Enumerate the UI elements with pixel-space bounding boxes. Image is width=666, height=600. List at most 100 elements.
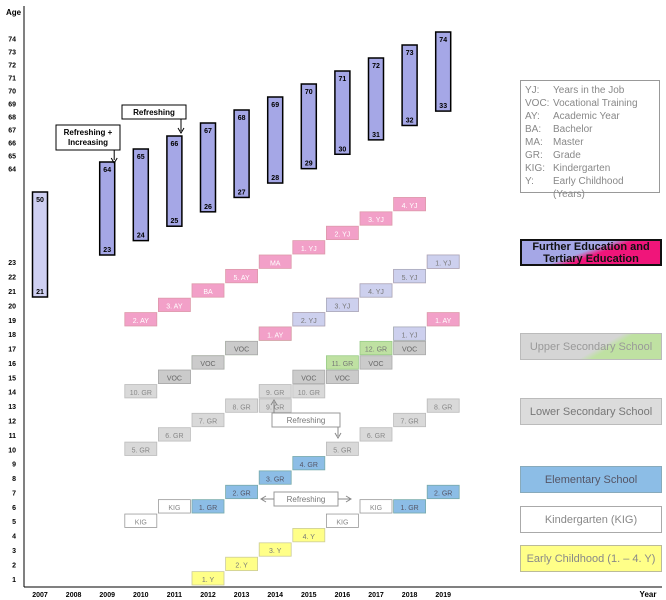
education-cell-label: 2. Y bbox=[235, 563, 248, 570]
age-bar-top-label: 74 bbox=[439, 37, 447, 44]
education-cell-label: 10. GR bbox=[298, 390, 320, 397]
callout-text: Refreshing + bbox=[64, 128, 113, 137]
education-cell-label: 1. YJ bbox=[435, 260, 451, 267]
y-tick-label: 64 bbox=[8, 167, 16, 174]
y-tick-label: 13 bbox=[8, 404, 16, 411]
education-cell bbox=[258, 384, 292, 399]
callout-text: Increasing bbox=[68, 138, 108, 147]
y-tick-label: 21 bbox=[8, 289, 16, 296]
x-tick-label: 2012 bbox=[200, 592, 216, 599]
x-tick-label: 2013 bbox=[234, 592, 250, 599]
education-cell bbox=[258, 470, 292, 485]
education-cell-label: 7. GR bbox=[199, 419, 217, 426]
age-bar-top-label: 73 bbox=[406, 50, 414, 57]
education-cell-label: 2. GR bbox=[434, 491, 452, 498]
y-tick-label: 17 bbox=[8, 347, 16, 354]
age-bar-top-label: 69 bbox=[271, 102, 279, 109]
education-cell bbox=[393, 499, 427, 514]
education-cell bbox=[225, 268, 259, 284]
education-cell-label: 7. GR bbox=[400, 419, 418, 426]
education-cell bbox=[258, 254, 292, 269]
y-tick-label: 3 bbox=[12, 548, 16, 555]
callout-arrowhead bbox=[177, 127, 185, 134]
education-cell bbox=[124, 513, 158, 528]
kindergarten-label: Kindergarten (KIG) bbox=[544, 513, 638, 526]
age-bar bbox=[334, 70, 351, 156]
y-tick-label: 12 bbox=[8, 419, 16, 426]
education-cell-label: BA bbox=[203, 289, 213, 296]
refresh-arrowhead bbox=[260, 495, 267, 503]
education-cell bbox=[393, 340, 427, 356]
education-cell-label: 3. YJ bbox=[368, 217, 384, 224]
education-cell bbox=[393, 412, 427, 428]
age-bar-bottom-label: 28 bbox=[271, 175, 279, 182]
education-cell-label: 3. Y bbox=[269, 548, 282, 555]
legend-row: MA: Master bbox=[525, 136, 655, 149]
education-cell-label: KIG bbox=[135, 519, 147, 526]
education-cell-label: 5. YJ bbox=[402, 275, 418, 282]
refresh-text: Refreshing bbox=[287, 416, 326, 425]
y-tick-label: 72 bbox=[8, 63, 16, 70]
age-bar bbox=[266, 96, 284, 184]
y-tick-label: 20 bbox=[8, 303, 16, 310]
education-cell bbox=[359, 499, 393, 514]
education-cell-label: VOC bbox=[234, 347, 249, 354]
legend-key: MA: bbox=[525, 137, 543, 148]
education-cell bbox=[325, 369, 359, 384]
age-bar bbox=[199, 122, 217, 213]
legend-row: YJ: Years in the Job bbox=[525, 84, 655, 97]
x-tick-label: 2010 bbox=[133, 592, 149, 599]
education-cell bbox=[191, 355, 225, 370]
age-bar-top-label: 67 bbox=[204, 128, 212, 135]
education-cell-label: VOC bbox=[301, 376, 316, 383]
education-cell bbox=[191, 499, 225, 514]
legend-row: VOC: Vocational Training bbox=[525, 97, 655, 110]
callout-box bbox=[121, 104, 187, 120]
education-cell bbox=[258, 542, 292, 557]
education-cell bbox=[292, 384, 326, 399]
age-bar bbox=[166, 135, 183, 227]
education-cell bbox=[191, 283, 225, 298]
education-cell bbox=[124, 384, 158, 399]
education-cell bbox=[426, 398, 460, 413]
age-bar-top-label: 65 bbox=[137, 154, 145, 161]
education-cell-label: VOC bbox=[167, 376, 182, 383]
legend-value: Grade bbox=[553, 150, 581, 161]
x-tick-label: 2019 bbox=[435, 592, 451, 599]
education-cell-label: 2. AY bbox=[133, 318, 150, 325]
y-tick-label: 15 bbox=[8, 375, 16, 382]
legend-key: YJ: bbox=[525, 85, 540, 96]
y-tick-label: 71 bbox=[8, 76, 16, 83]
y-tick-label: 4 bbox=[12, 534, 16, 541]
education-cell bbox=[325, 513, 359, 528]
further-education-box: Further Education and Tertiary Education bbox=[520, 239, 662, 266]
x-tick-label: 2011 bbox=[167, 592, 182, 599]
education-cell bbox=[191, 412, 225, 428]
education-cell-label: 6. GR bbox=[165, 433, 183, 440]
education-cell-label: 8. GR bbox=[232, 404, 250, 411]
y-tick-label: 67 bbox=[8, 128, 16, 135]
legend-value: Academic Year bbox=[553, 111, 620, 122]
age-bar bbox=[434, 31, 452, 112]
legend-value: Early Childhood (Years) bbox=[553, 176, 624, 200]
age-bar-bottom-label: 30 bbox=[339, 146, 347, 153]
legend-key: KIG: bbox=[525, 163, 546, 174]
education-cell-label: 1. YJ bbox=[301, 246, 317, 253]
education-cell bbox=[225, 484, 259, 500]
education-cell-label: 10. GR bbox=[130, 390, 152, 397]
education-cell bbox=[157, 427, 191, 442]
age-bar bbox=[233, 109, 250, 199]
age-bar bbox=[98, 161, 116, 256]
x-tick-label: 2018 bbox=[402, 592, 418, 599]
age-bar-top-label: 50 bbox=[36, 197, 44, 204]
y-tick-label: 23 bbox=[8, 260, 16, 267]
age-bar-bottom-label: 32 bbox=[406, 117, 414, 124]
legend-value: Years in the Job bbox=[553, 85, 625, 96]
education-cell bbox=[124, 441, 158, 456]
education-cell bbox=[258, 326, 292, 341]
refresh-text: Refreshing bbox=[287, 495, 326, 504]
legend-row: Y: Early Childhood (Years) bbox=[525, 175, 655, 201]
education-cell bbox=[292, 240, 326, 255]
education-cell-label: 5. AY bbox=[233, 275, 250, 282]
x-tick-label: 2014 bbox=[267, 592, 283, 599]
